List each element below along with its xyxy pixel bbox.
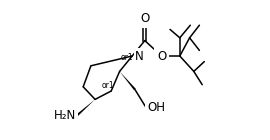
Text: H₂N: H₂N — [54, 109, 76, 122]
Text: or1: or1 — [120, 53, 133, 62]
Polygon shape — [120, 71, 136, 90]
Text: N: N — [135, 50, 144, 62]
Text: O: O — [140, 12, 149, 25]
Text: or1: or1 — [102, 81, 115, 90]
Polygon shape — [76, 99, 95, 116]
Text: OH: OH — [147, 101, 165, 114]
Text: O: O — [157, 50, 166, 62]
